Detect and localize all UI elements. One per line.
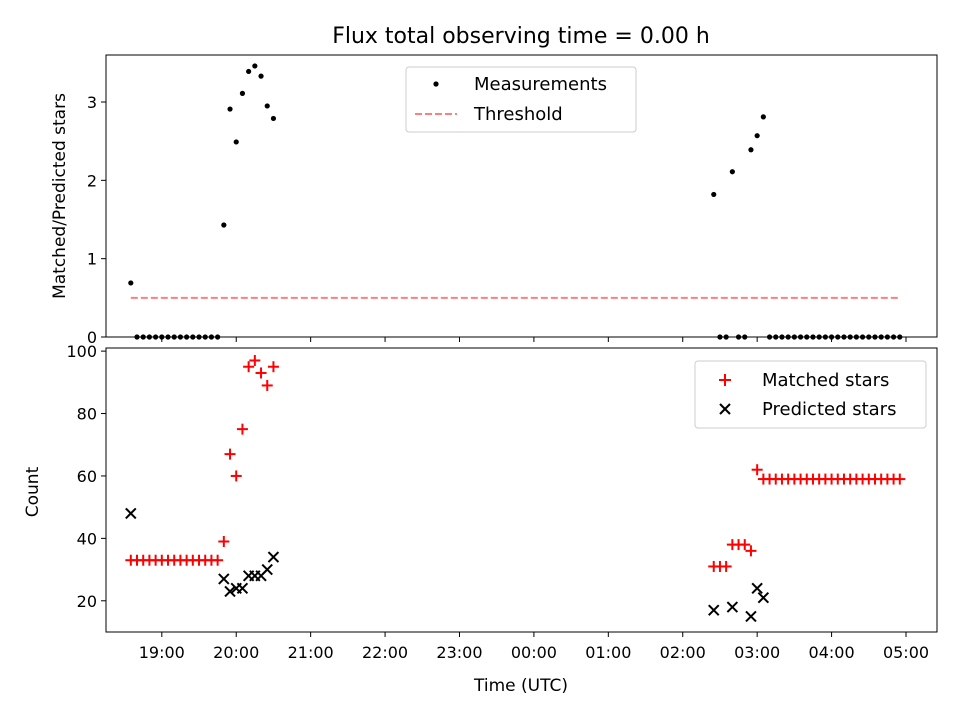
- matched-stars-point: [224, 448, 236, 460]
- predicted-stars-point: [726, 601, 739, 613]
- threshold-legend-label: Threshold: [473, 104, 563, 125]
- measurement-point: [711, 191, 717, 198]
- matched-stars-point: [218, 535, 230, 547]
- predicted-stars-point: [757, 591, 770, 604]
- x-tick-label: 20:00: [213, 643, 259, 662]
- matched-stars-point: [745, 545, 757, 557]
- y-tick-label: 80: [77, 405, 97, 424]
- predicted-stars-point: [224, 585, 236, 598]
- measurement-point: [239, 90, 246, 96]
- predicted-stars-point: [218, 573, 230, 585]
- x-tick-label: 05:00: [883, 643, 929, 662]
- measurement-point: [264, 103, 270, 109]
- predicted-stars-point: [751, 582, 763, 595]
- measurement-point: [729, 169, 735, 175]
- matched-stars-legend-marker: [719, 374, 731, 386]
- measurement-point: [258, 73, 264, 79]
- x-tick-label: 01:00: [585, 643, 631, 662]
- x-tick-label: 23:00: [436, 643, 482, 662]
- measurement-point: [754, 133, 760, 139]
- matched-stars-point: [255, 367, 267, 379]
- y-tick-label: 60: [77, 467, 97, 486]
- matched-stars-point: [236, 423, 248, 435]
- measurement-point: [221, 222, 227, 228]
- y-tick-label: 1: [87, 250, 97, 269]
- measurement-point: [246, 68, 252, 75]
- matched-stars-legend-label: Matched stars: [762, 370, 889, 391]
- measurement-point: [128, 280, 134, 286]
- matched-stars-point: [720, 560, 732, 572]
- y-tick-label: 20: [77, 592, 97, 611]
- measurement-point: [270, 115, 277, 122]
- matched-stars-point: [894, 473, 906, 485]
- measurement-point: [760, 114, 766, 120]
- bottom-legend-box: [694, 360, 927, 429]
- x-tick-label: 00:00: [511, 643, 557, 662]
- matched-stars-point: [212, 554, 224, 566]
- top-legend-box: [405, 66, 637, 133]
- matched-stars-point: [243, 361, 255, 373]
- y-tick-label: 40: [77, 529, 97, 548]
- measurement-point: [748, 147, 754, 153]
- predicted-stars-point: [745, 610, 757, 623]
- y-tick-label: 100: [66, 342, 97, 361]
- measurement-point: [252, 63, 258, 69]
- measurements-legend-marker: [433, 81, 439, 87]
- predicted-stars-point: [708, 604, 720, 616]
- matched-stars-point: [230, 470, 242, 482]
- predicted-stars-point: [125, 507, 137, 520]
- x-tick-label: 03:00: [734, 643, 780, 662]
- x-tick-label: 19:00: [139, 643, 185, 662]
- matched-stars-point: [751, 464, 763, 476]
- x-axis-label: Time (UTC): [473, 676, 568, 696]
- x-tick-label: 02:00: [660, 643, 706, 662]
- measurements-legend-label: Measurements: [474, 74, 607, 95]
- matched-stars-point: [739, 539, 751, 551]
- matched-stars-point: [267, 361, 279, 373]
- matched-stars-point: [249, 354, 261, 366]
- top-y-axis-label: Matched/Predicted stars: [50, 93, 70, 299]
- x-tick-label: 04:00: [809, 643, 855, 662]
- predicted-stars-point: [236, 582, 249, 595]
- plot-frame: [105, 54, 938, 338]
- bottom-legend: Matched stars Predicted stars: [694, 360, 927, 429]
- x-tick-label: 21:00: [288, 643, 334, 662]
- measurement-point: [227, 106, 233, 112]
- predicted-stars-point: [261, 563, 273, 576]
- measurement-point: [233, 139, 239, 145]
- predicted-stars-legend-label: Predicted stars: [762, 399, 896, 420]
- top-legend: Measurements Threshold: [405, 66, 637, 133]
- y-tick-label: 0: [87, 328, 97, 347]
- plot-frame: [105, 347, 938, 633]
- matched-stars-point: [261, 379, 273, 391]
- bottom-y-axis-label: Count: [23, 466, 43, 517]
- predicted-stars-point: [267, 551, 280, 563]
- x-tick-label: 22:00: [362, 643, 408, 662]
- y-tick-label: 2: [87, 171, 97, 190]
- y-tick-label: 3: [87, 93, 97, 112]
- predicted-stars-legend-marker: [719, 403, 731, 415]
- chart-title: Flux total observing time = 0.00 h: [332, 24, 710, 49]
